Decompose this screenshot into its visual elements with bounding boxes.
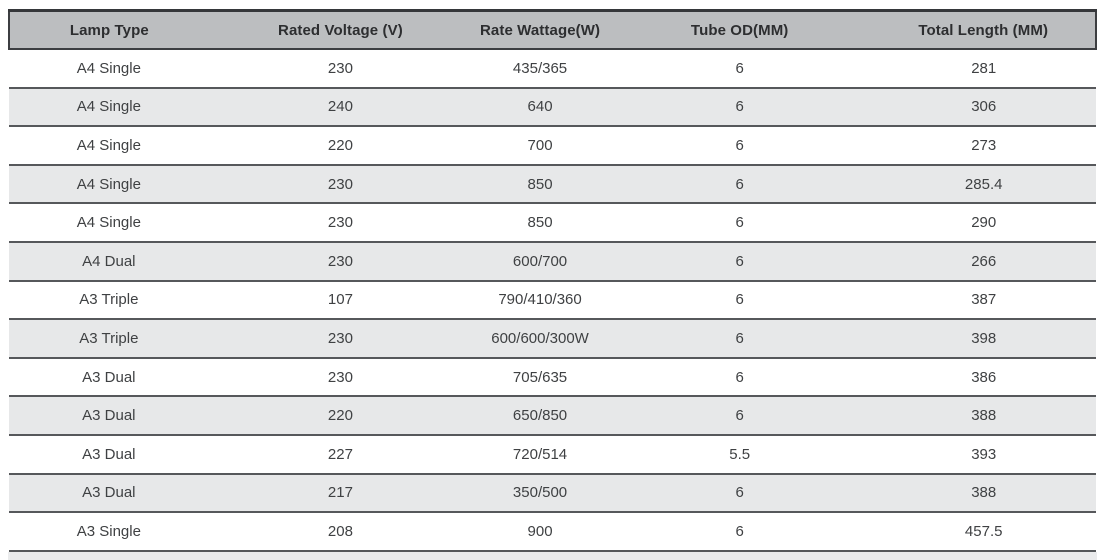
- table-cell: 6: [607, 319, 872, 359]
- table-cell: 230: [208, 241, 473, 282]
- table-row: A3 Dual 220 650/850 6 388: [9, 396, 1096, 436]
- table-cell: 900: [472, 512, 608, 552]
- table-row: A3 Triple 230 600/600/300W 6 398: [9, 319, 1096, 359]
- table-cell: 6: [607, 87, 872, 128]
- header-row: Lamp Type Rated Voltage (V) Rate Wattage(W…: [8, 9, 1097, 50]
- column-header: Lamp Type: [8, 9, 209, 50]
- table-cell: 6: [607, 164, 872, 205]
- table-cell: 230: [208, 164, 473, 205]
- table-cell: 6: [607, 473, 872, 514]
- table-cell: A4 Single: [9, 164, 209, 205]
- table-cell: 6: [607, 357, 872, 398]
- table-cell: A4 Dual: [9, 241, 209, 282]
- table-cell: 790/410/360: [472, 280, 608, 321]
- table-cell: 393: [871, 434, 1096, 475]
- column-header: Tube OD(MM): [607, 9, 872, 50]
- table-cell: A3 Triple: [9, 319, 209, 359]
- column-header: Rated Voltage (V): [208, 9, 473, 50]
- table-cell: 705/635: [472, 357, 608, 398]
- table-cell: 850: [472, 164, 608, 205]
- table-cell: A3 Single: [9, 512, 209, 552]
- table-cell: 306: [871, 87, 1096, 128]
- table-cell: 600/700: [472, 241, 608, 282]
- table-row: A3 Single 208 900 6 457.5: [9, 512, 1096, 552]
- table-cell: 290: [871, 203, 1096, 243]
- table-cell: 285.4: [871, 164, 1096, 205]
- table-cell: 6: [607, 280, 872, 321]
- table-cell: 230: [208, 49, 473, 89]
- table-cell: 386: [871, 357, 1096, 398]
- table-cell: 6: [607, 241, 872, 282]
- table-cell: 388: [871, 396, 1096, 436]
- table-cell: 230: [208, 203, 473, 243]
- table-cell: 850: [472, 203, 608, 243]
- column-header: Rate Wattage(W): [472, 9, 608, 50]
- table-cell: 217: [208, 473, 473, 514]
- table-cell: 6: [607, 396, 872, 436]
- table-cell: A3 Triple: [9, 280, 209, 321]
- table-cell: 640: [472, 87, 608, 128]
- table-cell: 5.5: [607, 434, 872, 475]
- table-row: A4 Single 230 850 6 290: [9, 203, 1096, 243]
- table-cell: 398: [871, 319, 1096, 359]
- table-cell: A3 Dual: [9, 396, 209, 436]
- table-cell: 208: [208, 512, 473, 552]
- table-cell: 387: [871, 280, 1096, 321]
- table-cell: 240: [208, 87, 473, 128]
- table-cell: 227: [208, 434, 473, 475]
- table-cell: 350/500: [472, 473, 608, 514]
- lamp-spec-table-container: Lamp Type Rated Voltage (V) Rate Wattage(W…: [8, 9, 1097, 560]
- table-cell: 6: [607, 126, 872, 166]
- table-row: A3 Dual 227 720/514 5.5 393: [9, 434, 1096, 475]
- table-cell: 700: [472, 126, 608, 166]
- table-cell: 281: [871, 49, 1096, 89]
- table-cell: A3 Dual: [9, 434, 209, 475]
- table-cell: 266: [871, 241, 1096, 282]
- table-cell: 720/514: [472, 434, 608, 475]
- table-row: A4 Single 230 435/365 6 281: [9, 49, 1096, 89]
- table-cell: 220: [208, 396, 473, 436]
- table-row: A3 Dual 217 350/500 6 388: [9, 473, 1096, 514]
- table-cell: 435/365: [472, 49, 608, 89]
- table-row: A3 Dual 230 705/635 6 386: [9, 357, 1096, 398]
- table-row: A4 Single 240 640 6 306: [9, 87, 1096, 128]
- table-cell: A3 Dual: [9, 473, 209, 514]
- table-cell: 388: [871, 473, 1096, 514]
- table-body: A4 Single 230 435/365 6 281 A4 Single 240 640 6 3…: [9, 49, 1096, 552]
- table-cell: 600/600/300W: [472, 319, 608, 359]
- table-row: A4 Single 220 700 6 273: [9, 126, 1096, 166]
- table-row: A4 Dual 230 600/700 6 266: [9, 241, 1096, 282]
- table-cell: A3 Dual: [9, 357, 209, 398]
- column-header: Total Length (MM): [871, 9, 1097, 50]
- partial-next-row: [8, 551, 1097, 560]
- table-header: Lamp Type Rated Voltage (V) Rate Wattage(W…: [8, 9, 1097, 50]
- table-cell: 107: [208, 280, 473, 321]
- table-cell: 6: [607, 203, 872, 243]
- table-cell: A4 Single: [9, 49, 209, 89]
- table-cell: 220: [208, 126, 473, 166]
- table-cell: 6: [607, 512, 872, 552]
- table-row: A3 Triple 107 790/410/360 6 387: [9, 280, 1096, 321]
- table-cell: A4 Single: [9, 203, 209, 243]
- table-cell: A4 Single: [9, 126, 209, 166]
- table-cell: 6: [607, 49, 872, 89]
- table-row: A4 Single 230 850 6 285.4: [9, 164, 1096, 205]
- table-cell: 273: [871, 126, 1096, 166]
- table-cell: A4 Single: [9, 87, 209, 128]
- lamp-spec-table: Lamp Type Rated Voltage (V) Rate Wattage(W…: [8, 9, 1097, 552]
- table-cell: 650/850: [472, 396, 608, 436]
- table-cell: 230: [208, 319, 473, 359]
- table-cell: 457.5: [871, 512, 1096, 552]
- table-cell: 230: [208, 357, 473, 398]
